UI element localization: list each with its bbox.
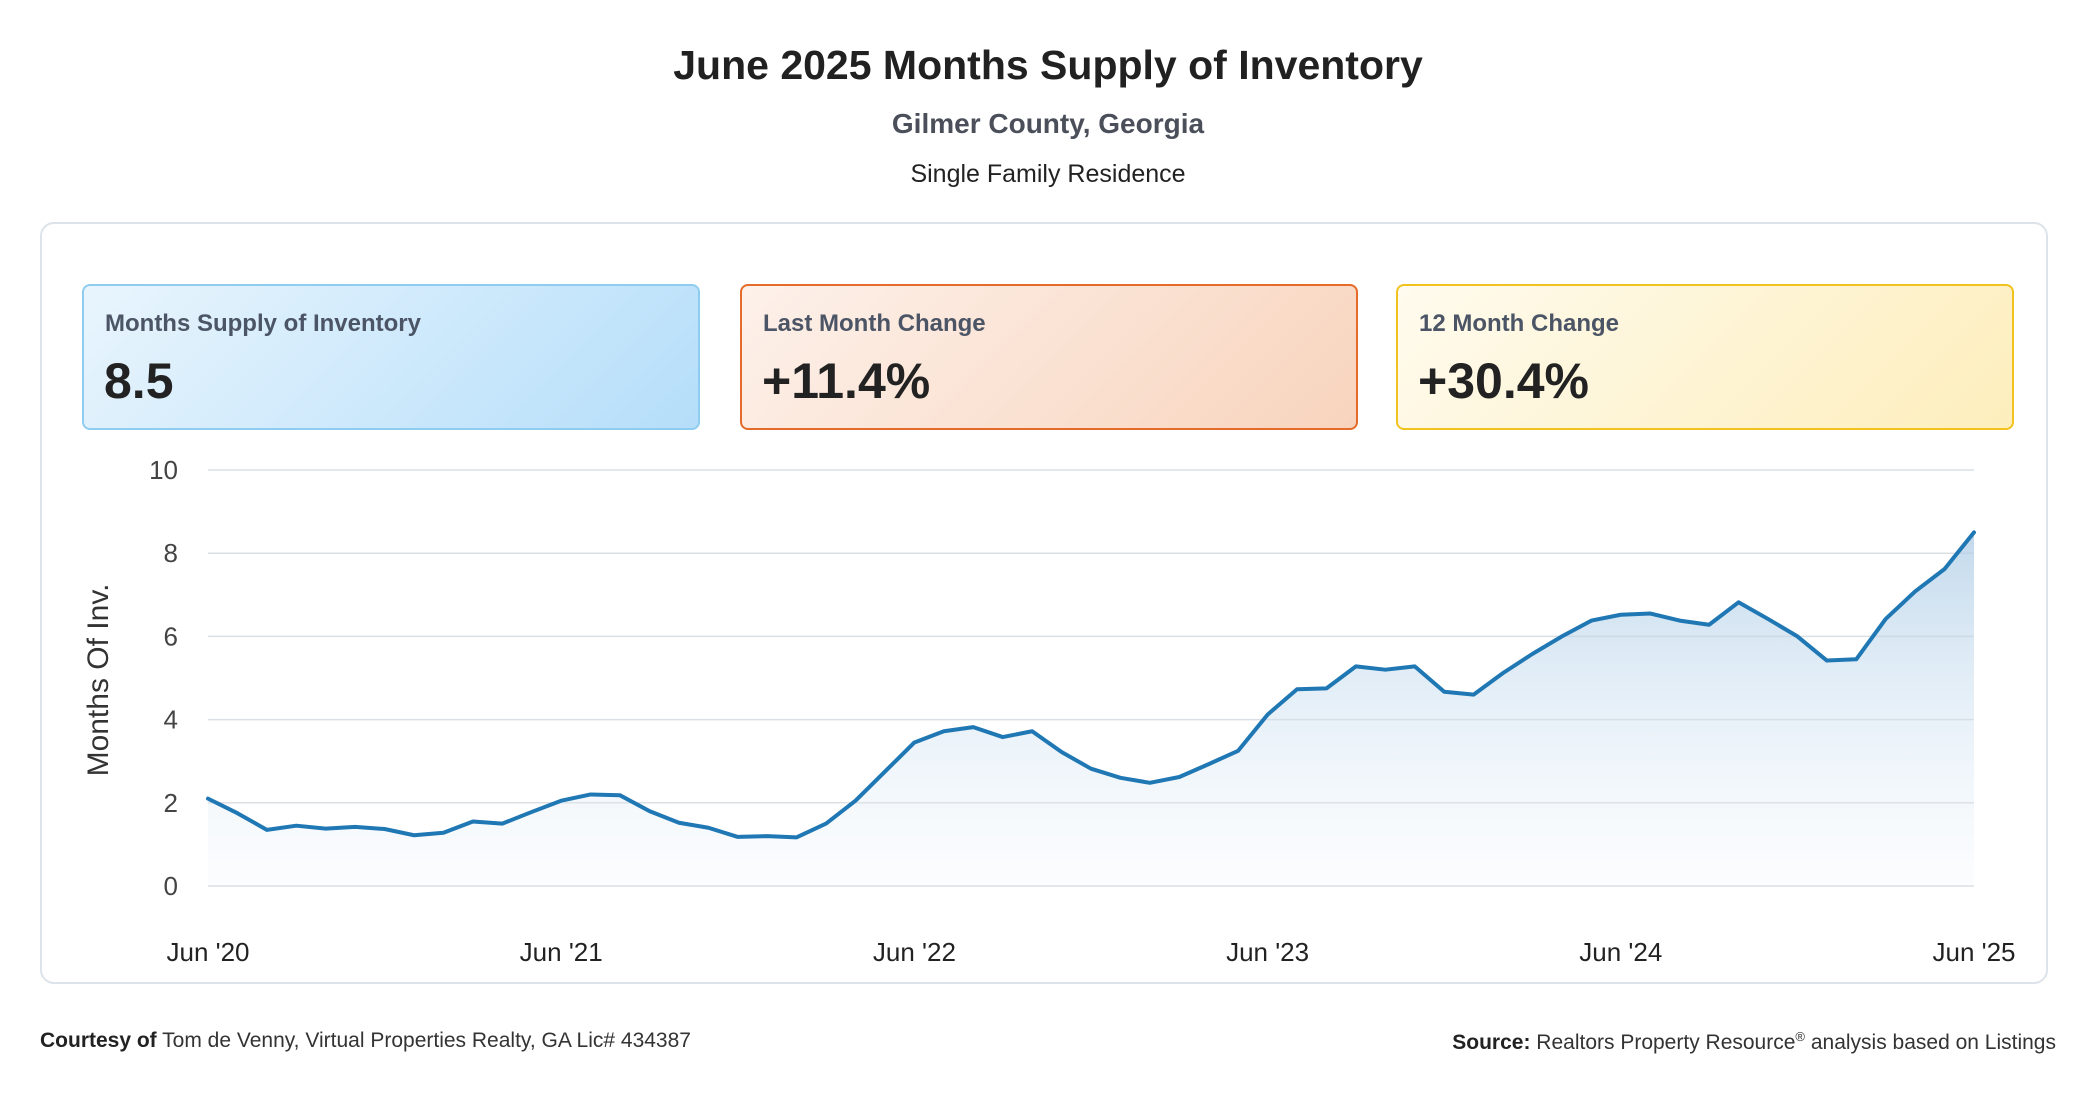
y-tick-label: 6 xyxy=(164,621,178,651)
page-title: June 2025 Months Supply of Inventory xyxy=(673,42,1423,88)
y-tick-label: 4 xyxy=(164,705,178,735)
twelve-month-change-card: 12 Month Change +30.4% xyxy=(1396,284,2014,430)
property-type: Single Family Residence xyxy=(910,160,1186,188)
x-tick-label: Jun '25 xyxy=(1932,937,2015,967)
x-axis-ticks: Jun '20 Jun '21 Jun '22 Jun '23 Jun '24 Jun '… xyxy=(166,937,2015,967)
months-supply-value: 8.5 xyxy=(104,353,174,409)
y-tick-label: 0 xyxy=(164,871,178,901)
y-axis-ticks: 0 2 4 6 8 10 xyxy=(149,455,178,901)
source-footer: Source: Realtors Property Resource® anal… xyxy=(1452,1029,2056,1055)
x-tick-label: Jun '21 xyxy=(520,937,603,967)
courtesy-text: Tom de Venny, Virtual Properties Realty,… xyxy=(162,1029,691,1052)
x-tick-label: Jun '23 xyxy=(1226,937,1309,967)
y-tick-label: 2 xyxy=(164,788,178,818)
registered-mark: ® xyxy=(1795,1029,1805,1044)
source-label: Source: xyxy=(1452,1031,1531,1054)
series-line-layer xyxy=(206,530,1976,840)
twelve-month-change-label: 12 Month Change xyxy=(1419,310,1620,337)
source-text-a: Realtors Property Resource xyxy=(1536,1031,1796,1054)
last-month-change-card: Last Month Change +11.4% xyxy=(740,284,1358,430)
area-fill-layer xyxy=(208,532,1974,886)
location-subtitle: Gilmer County, Georgia xyxy=(891,108,1205,139)
y-tick-label: 10 xyxy=(149,455,178,485)
series-line xyxy=(206,530,1976,840)
months-supply-card: Months Supply of Inventory 8.5 xyxy=(82,284,700,430)
source-text-b: analysis based on Listings xyxy=(1805,1031,2056,1054)
y-axis-label: Months Of Inv. xyxy=(82,584,115,777)
last-month-change-label: Last Month Change xyxy=(763,310,986,337)
x-tick-label: Jun '20 xyxy=(166,937,249,967)
last-month-change-value: +11.4% xyxy=(762,353,931,409)
courtesy-label: Courtesy of xyxy=(40,1029,157,1052)
x-tick-label: Jun '22 xyxy=(873,937,956,967)
courtesy-footer: Courtesy of Tom de Venny, Virtual Proper… xyxy=(40,1029,691,1053)
twelve-month-change-value: +30.4% xyxy=(1418,353,1589,409)
x-tick-label: Jun '24 xyxy=(1579,937,1662,967)
y-tick-label: 8 xyxy=(164,538,178,568)
months-supply-label: Months Supply of Inventory xyxy=(105,310,421,337)
series-area xyxy=(208,532,1974,886)
